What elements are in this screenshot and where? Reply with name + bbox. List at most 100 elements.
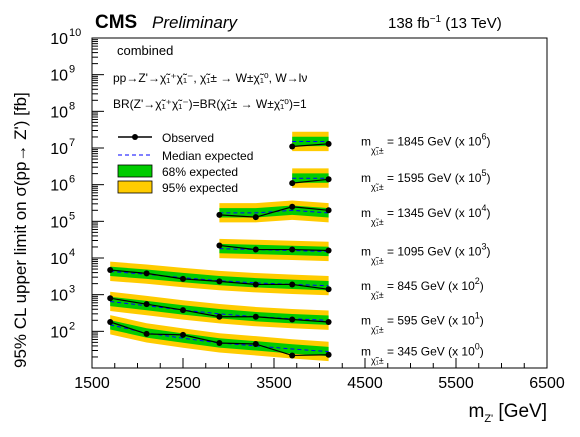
- observed-point-series-2-2: [180, 275, 186, 282]
- series-label-mass-value-5: = 1595 GeV (x 10: [384, 171, 482, 185]
- observed-point-series-4-0: [216, 211, 223, 218]
- series-label-mass-symbol-0: m: [361, 345, 371, 359]
- x-tick-label-4: 5500: [438, 375, 474, 392]
- legend-68-swatch: [117, 164, 153, 178]
- observed-line-series-5: [292, 178, 329, 184]
- series-labels: mχ̃₁± = 345 GeV (x 100)mχ̃₁± = 595 GeV (…: [361, 132, 490, 366]
- series-label-mass-symbol-3: m: [361, 245, 371, 259]
- observed-line-series-4: [219, 206, 329, 218]
- series-label-scale-exponent-4: 4: [481, 203, 486, 213]
- lumi-value: 138 fb: [388, 15, 430, 32]
- y-tick-exponent-0: 2: [69, 320, 75, 332]
- series-label-mass-symbol-6: m: [361, 135, 371, 149]
- observed-point-series-1-4: [252, 313, 259, 320]
- series-label-close-paren-4: ): [486, 206, 490, 220]
- series-label-mass-subscript-1: χ̃₁±: [371, 324, 384, 334]
- observed-point-series-6-1: [325, 140, 332, 147]
- legend-observed-label: Observed: [162, 131, 214, 145]
- series-label-scale-exponent-1: 1: [475, 310, 480, 320]
- legend-95-label: 95% expected: [162, 181, 238, 195]
- lumi-label: 138 fb−1 (13 TeV): [388, 14, 502, 32]
- observed-point-series-5-1: [325, 176, 332, 183]
- x-tick-label-3: 4500: [347, 375, 383, 392]
- y-tick-exponent-6: 8: [69, 100, 75, 112]
- legend-expected-label: Median expected: [162, 149, 253, 163]
- observed-point-series-1-5: [289, 316, 296, 323]
- x-axis-subscript: Z': [484, 413, 493, 425]
- series-label-mass-subscript-4: χ̃₁±: [371, 217, 384, 227]
- observed-point-series-4-2: [289, 203, 296, 210]
- lumi-exponent: −1: [430, 14, 442, 25]
- x-axis-title: mZ' [GeV]: [468, 401, 547, 425]
- series-label-3: mχ̃₁± = 1095 GeV (x 103): [361, 242, 490, 266]
- y-tick-label-1: 10: [50, 288, 68, 305]
- observed-point-series-3-1: [252, 246, 259, 253]
- x-tick-label-1: 2500: [165, 375, 201, 392]
- series-label-close-paren-6: ): [486, 135, 490, 149]
- y-tick-exponent-5: 7: [69, 137, 75, 149]
- cms-label: CMS: [95, 12, 137, 33]
- observed-point-series-2-1: [143, 270, 150, 277]
- observed-point-series-0-5: [289, 352, 296, 359]
- observed-point-series-0-0: [107, 318, 114, 325]
- series-label-4: mχ̃₁± = 1345 GeV (x 104): [361, 203, 490, 227]
- y-tick-label-0: 10: [50, 324, 68, 341]
- x-axis-symbol: m: [468, 401, 484, 422]
- y-tick-label-2: 10: [50, 251, 68, 268]
- observed-point-series-1-6: [325, 318, 332, 325]
- observed-line-series-6: [292, 143, 329, 148]
- y-tick-label-7: 10: [50, 68, 68, 85]
- legend-95-swatch: [117, 180, 153, 194]
- series-label-scale-exponent-2: 2: [475, 276, 480, 286]
- observed-point-series-6-0: [289, 143, 296, 150]
- y-tick-exponent-1: 3: [69, 284, 75, 296]
- expected-line-series-4: [219, 209, 329, 214]
- series-label-mass-value-3: = 1095 GeV (x 10: [384, 245, 482, 259]
- energy-label: (13 TeV): [441, 15, 502, 32]
- info-combined: combined: [117, 43, 173, 58]
- series-label-mass-value-4: = 1345 GeV (x 10: [384, 206, 482, 220]
- expected-line-series-3: [219, 248, 329, 253]
- series-label-mass-subscript-3: χ̃₁±: [371, 256, 384, 266]
- y-tick-label-6: 10: [50, 104, 68, 121]
- observed-point-series-3-0: [216, 242, 223, 249]
- observed-point-series-0-4: [252, 341, 259, 348]
- series-label-mass-value-6: = 1845 GeV (x 10: [384, 135, 482, 149]
- series-label-mass-symbol-4: m: [361, 206, 371, 220]
- observed-point-series-4-3: [325, 207, 332, 214]
- y-tick-exponent-8: 10: [69, 27, 81, 39]
- observed-point-series-0-6: [325, 351, 332, 358]
- series-label-2: mχ̃₁± = 845 GeV (x 102): [361, 276, 484, 300]
- x-tick-label-2: 3500: [256, 375, 292, 392]
- observed-point-series-3-2: [289, 246, 296, 253]
- series-label-close-paren-0: ): [480, 345, 484, 359]
- observed-point-series-3-3: [325, 247, 332, 254]
- series-label-scale-exponent-3: 3: [481, 242, 486, 252]
- x-tick-label-0: 1500: [74, 375, 110, 392]
- series-label-mass-value-2: = 845 GeV (x 10: [384, 279, 475, 293]
- series-label-6: mχ̃₁± = 1845 GeV (x 106): [361, 132, 490, 156]
- series-label-scale-exponent-5: 5: [481, 168, 486, 178]
- observed-point-series-4-1: [252, 214, 259, 221]
- observed-point-series-0-1: [143, 330, 150, 337]
- y-tick-label-4: 10: [50, 178, 68, 195]
- observed-line-series-3: [219, 244, 329, 252]
- series-label-close-paren-1: ): [480, 313, 484, 327]
- y-tick-exponent-3: 5: [69, 210, 75, 222]
- observed-point-series-1-2: [180, 307, 186, 314]
- series-label-mass-value-1: = 595 GeV (x 10: [384, 313, 475, 327]
- lines-layer: [107, 140, 332, 359]
- series-label-mass-subscript-2: χ̃₁±: [371, 290, 384, 300]
- y-tick-label-8: 10: [50, 31, 68, 48]
- series-label-close-paren-5: ): [486, 171, 490, 185]
- series-label-mass-subscript-6: χ̃₁±: [371, 146, 384, 156]
- y-tick-exponent-7: 9: [69, 64, 75, 76]
- series-label-close-paren-2: ): [480, 279, 484, 293]
- y-tick-label-5: 10: [50, 141, 68, 158]
- observed-point-series-0-3: [216, 340, 223, 347]
- observed-point-series-2-4: [252, 281, 259, 288]
- observed-point-series-2-3: [216, 278, 223, 285]
- series-label-mass-symbol-5: m: [361, 171, 371, 185]
- series-label-scale-exponent-6: 6: [481, 132, 486, 142]
- observed-point-series-2-5: [289, 281, 296, 288]
